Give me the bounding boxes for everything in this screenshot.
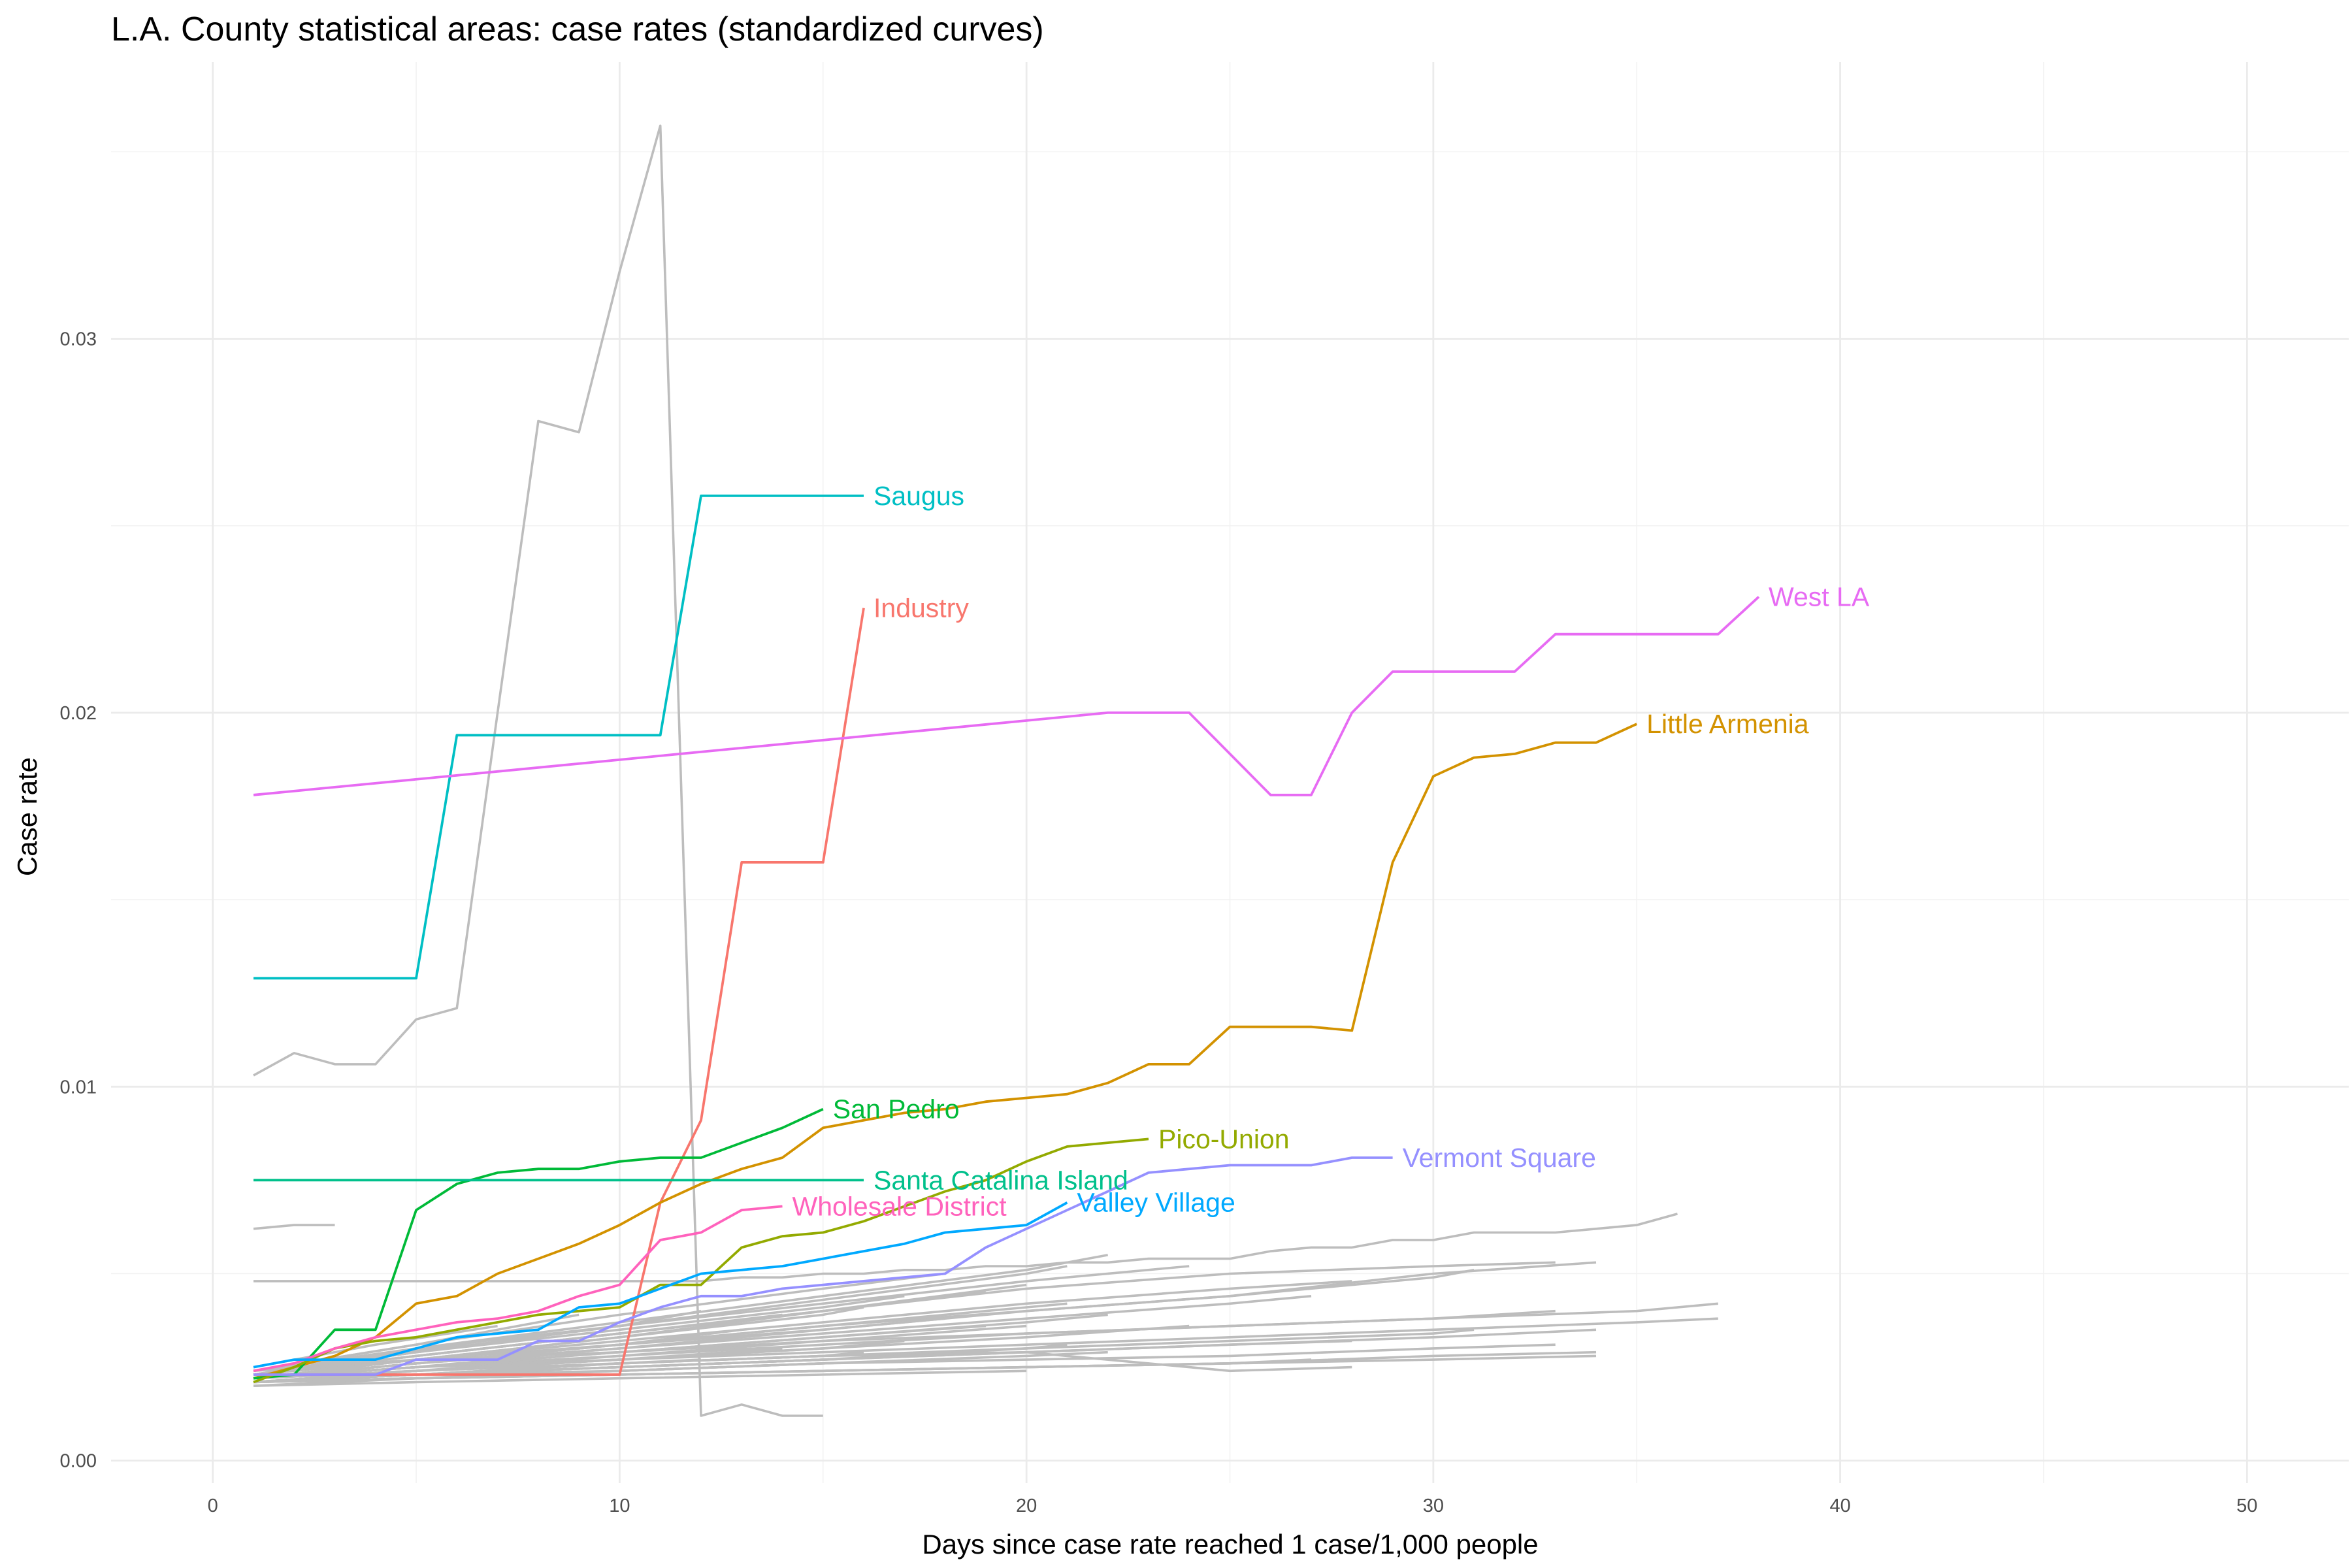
series-line-west-la [253, 596, 1760, 796]
chart-title: L.A. County statistical areas: case rate… [111, 10, 1044, 48]
series-label-little-armenia: Little Armenia [1646, 709, 1809, 739]
series-line-vermont-square [253, 1156, 1393, 1376]
background-series-line [253, 1254, 1109, 1373]
y-tick-label: 0.00 [60, 1451, 97, 1472]
background-series-line [253, 1213, 1678, 1282]
x-tick-label: 10 [609, 1495, 630, 1516]
series-line-pico-union [253, 1137, 1149, 1384]
x-tick-label: 0 [208, 1495, 218, 1516]
series-line-valley-village [253, 1201, 1068, 1369]
y-tick-label: 0.03 [60, 329, 97, 350]
axis-ticks: 0 10 20 30 40 50 0.00 0.01 0.02 0.03 [60, 329, 2258, 1516]
series-line-san-pedro [253, 1107, 824, 1380]
series-line-saugus [253, 495, 864, 980]
background-series-line [253, 1313, 783, 1376]
x-tick-label: 30 [1423, 1495, 1444, 1516]
background-series-line [253, 1224, 335, 1230]
grid [111, 62, 2349, 1483]
x-axis-title: Days since case rate reached 1 case/1,00… [922, 1529, 1538, 1560]
background-series-line [253, 124, 823, 1417]
x-tick-label: 20 [1016, 1495, 1037, 1516]
series-label-pico-union: Pico-Union [1158, 1124, 1290, 1154]
y-tick-label: 0.01 [60, 1077, 97, 1098]
series-label-santa-catalina-island: Santa Catalina Island [874, 1165, 1128, 1195]
background-series-line [253, 1306, 864, 1380]
background-series-line [253, 1309, 702, 1376]
highlighted-series-group [253, 495, 1760, 1384]
background-series-group [253, 124, 1718, 1417]
background-series-line [253, 1317, 1718, 1380]
background-series-line [253, 1369, 1027, 1387]
series-line-wholesale-district [253, 1205, 783, 1373]
y-tick-label: 0.02 [60, 703, 97, 724]
series-label-saugus: Saugus [874, 481, 964, 511]
series-label-valley-village: Valley Village [1077, 1188, 1235, 1218]
background-series-line [253, 1328, 742, 1380]
background-series-line [253, 1347, 783, 1384]
x-tick-label: 50 [2236, 1495, 2257, 1516]
x-tick-label: 40 [1829, 1495, 1850, 1516]
y-axis-title: Case rate [12, 757, 42, 876]
series-line-little-armenia [253, 723, 1637, 1380]
series-labels: Saugus Industry West LA Little Armenia San P… [792, 481, 1870, 1222]
series-label-industry: Industry [874, 593, 969, 623]
series-label-west-la: West LA [1769, 582, 1870, 612]
background-series-line [253, 1358, 702, 1384]
series-label-vermont-square: Vermont Square [1403, 1143, 1596, 1173]
series-label-san-pedro: San Pedro [833, 1094, 960, 1124]
series-label-wholesale-district: Wholesale District [792, 1191, 1007, 1221]
